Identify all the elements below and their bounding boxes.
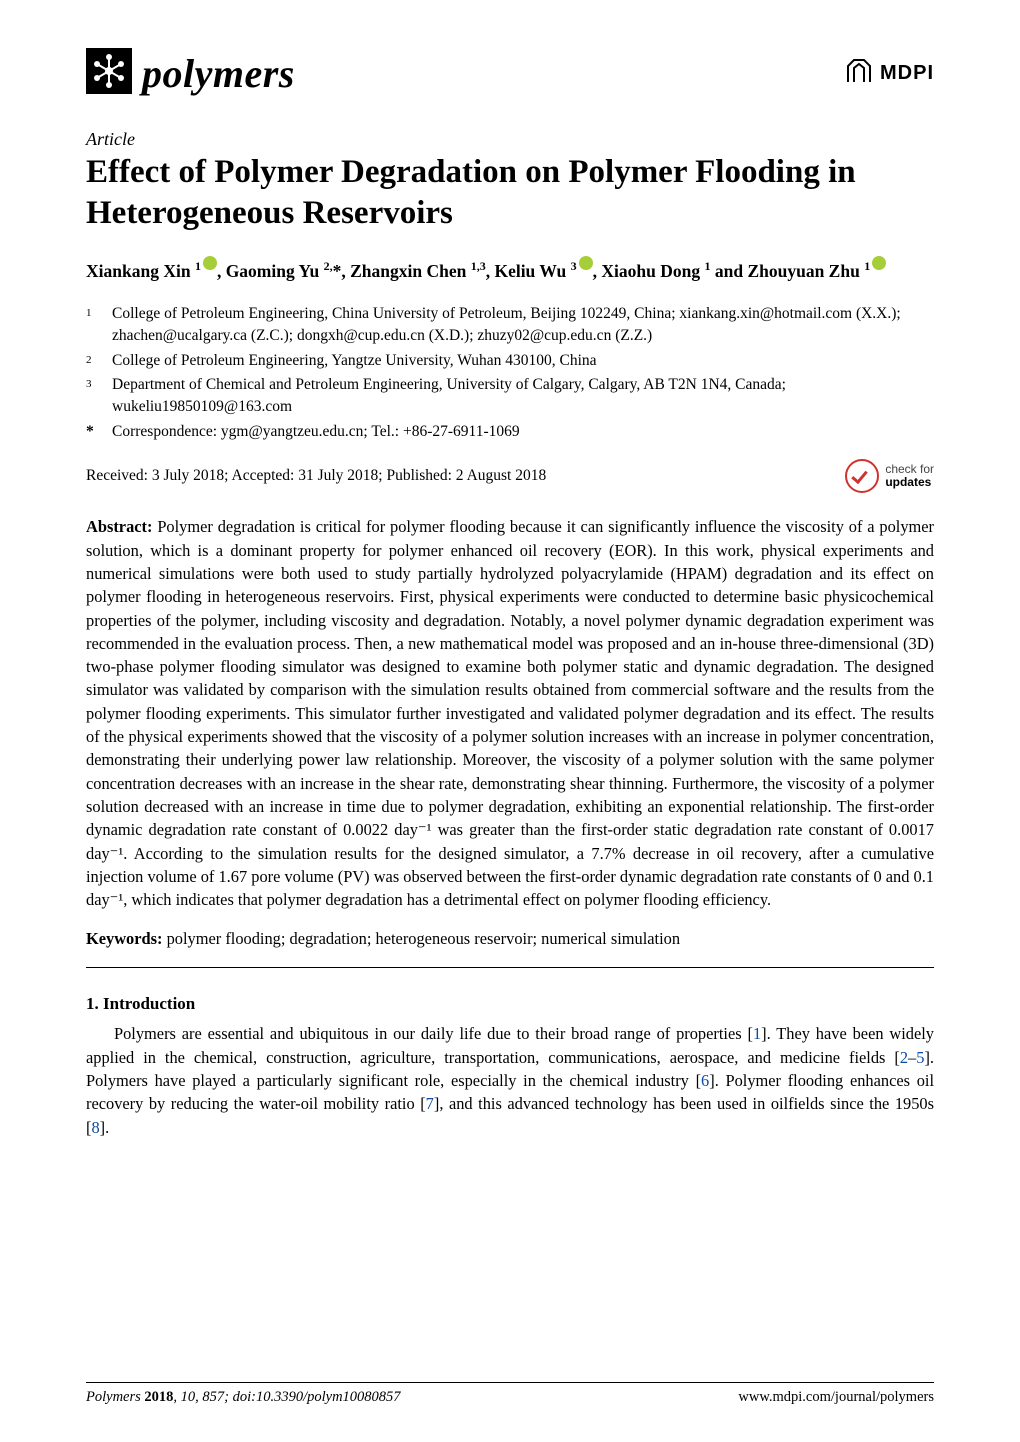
correspondence-text: Correspondence: ygm@yangtzeu.edu.cn; Tel… — [112, 421, 934, 443]
dates-row: Received: 3 July 2018; Accepted: 31 July… — [86, 459, 934, 493]
affiliation-text: College of Petroleum Engineering, Yangtz… — [112, 350, 934, 372]
footer-journal: Polymers — [86, 1389, 144, 1405]
introduction-paragraph: Polymers are essential and ubiquitous in… — [86, 1022, 934, 1138]
keywords-text: polymer flooding; degradation; heterogen… — [167, 929, 680, 948]
check-circle-icon — [845, 459, 879, 493]
correspondence-row: * Correspondence: ygm@yangtzeu.edu.cn; T… — [86, 421, 934, 443]
affiliation-row: 2 College of Petroleum Engineering, Yang… — [86, 350, 934, 372]
author: Xiankang Xin 1 — [86, 261, 201, 281]
article-dates: Received: 3 July 2018; Accepted: 31 July… — [86, 467, 546, 485]
citation[interactable]: 5 — [916, 1048, 924, 1067]
authors-block: Xiankang Xin 1 , Gaoming Yu 2,*, Zhangxin… — [86, 257, 934, 285]
page-root: polymers MDPI Article Effect of Polymer … — [0, 0, 1020, 1442]
keywords-label: Keywords: — [86, 929, 162, 948]
footer-citation: , 10, 857; doi:10.3390/polym10080857 — [173, 1389, 400, 1405]
citation[interactable]: 1 — [753, 1024, 761, 1043]
author: , Gaoming Yu 2,*, Zhangxin Chen 1,3, Kel… — [217, 261, 577, 281]
updates-line2: updates — [885, 476, 934, 489]
footer-left: Polymers 2018, 10, 857; doi:10.3390/poly… — [86, 1389, 401, 1406]
orcid-icon — [872, 256, 886, 270]
journal-brand: polymers — [86, 48, 295, 99]
affiliation-row: 3 Department of Chemical and Petroleum E… — [86, 374, 934, 419]
header-row: polymers MDPI — [86, 48, 934, 99]
polymers-logo-icon — [86, 48, 132, 99]
abstract-text: Polymer degradation is critical for poly… — [86, 517, 934, 909]
section-heading-introduction: 1. Introduction — [86, 994, 934, 1014]
page-footer: Polymers 2018, 10, 857; doi:10.3390/poly… — [86, 1382, 934, 1406]
orcid-icon — [203, 256, 217, 270]
citation[interactable]: 7 — [426, 1094, 434, 1113]
footer-right: www.mdpi.com/journal/polymers — [738, 1389, 934, 1406]
citation[interactable]: 6 — [701, 1071, 709, 1090]
abstract-block: Abstract: Polymer degradation is critica… — [86, 515, 934, 911]
citation[interactable]: 2 — [900, 1048, 908, 1067]
affiliation-row: 1 College of Petroleum Engineering, Chin… — [86, 303, 934, 348]
affiliation-text: Department of Chemical and Petroleum Eng… — [112, 374, 934, 419]
affiliation-text: College of Petroleum Engineering, China … — [112, 303, 934, 348]
abstract-label: Abstract: — [86, 517, 152, 536]
affiliation-number: 3 — [86, 374, 96, 419]
correspondence-star: * — [86, 421, 96, 443]
affiliation-number: 1 — [86, 303, 96, 348]
citation[interactable]: 8 — [91, 1118, 99, 1137]
affiliation-number: 2 — [86, 350, 96, 372]
publisher-logo: MDPI — [844, 56, 934, 91]
affiliations-block: 1 College of Petroleum Engineering, Chin… — [86, 303, 934, 444]
author: , Xiaohu Dong 1 and Zhouyuan Zhu 1 — [593, 261, 871, 281]
article-title: Effect of Polymer Degradation on Polymer… — [86, 152, 934, 235]
footer-year: 2018 — [144, 1389, 173, 1405]
journal-name: polymers — [142, 50, 295, 97]
mdpi-mark-icon — [844, 56, 874, 91]
orcid-icon — [579, 256, 593, 270]
article-type: Article — [86, 129, 934, 150]
publisher-name: MDPI — [880, 62, 934, 85]
keywords-block: Keywords: polymer flooding; degradation;… — [86, 929, 934, 949]
check-for-updates-badge[interactable]: check for updates — [845, 459, 934, 493]
separator-rule — [86, 967, 934, 968]
updates-badge-text: check for updates — [885, 463, 934, 489]
